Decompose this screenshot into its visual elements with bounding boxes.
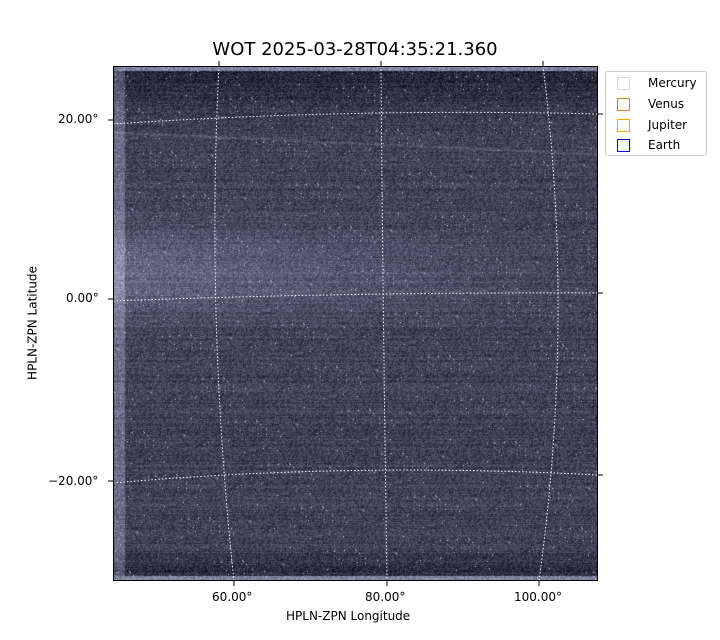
- legend: Mercury Venus Jupiter Earth: [605, 71, 707, 156]
- y-axis-label: HPLN-ZPN Latitude: [25, 266, 40, 380]
- y-tick-label: 20.00°: [58, 112, 99, 126]
- chart-title: WOT 2025-03-28T04:35:21.360: [212, 39, 498, 60]
- gridline-lon: [214, 65, 235, 582]
- gridline-lon: [538, 65, 559, 582]
- legend-item-jupiter: Jupiter: [617, 117, 687, 133]
- legend-label: Jupiter: [648, 118, 688, 132]
- legend-item-earth: Earth: [617, 137, 680, 153]
- legend-swatch: [617, 76, 630, 90]
- legend-item-mercury: Mercury: [617, 75, 697, 91]
- legend-label: Mercury: [648, 76, 697, 90]
- gridline-lat: [112, 469, 599, 484]
- legend-item-venus: Venus: [617, 96, 684, 112]
- y-tick-label: −20.00°: [48, 474, 99, 488]
- legend-label: Venus: [648, 97, 685, 111]
- gridline-lat: [112, 292, 599, 302]
- solar-wind-image: [113, 66, 598, 581]
- plot-frame: [113, 66, 598, 581]
- x-axis-label: HPLN-ZPN Longitude: [286, 609, 411, 623]
- legend-swatch: [617, 97, 630, 111]
- legend-swatch: [617, 118, 630, 132]
- x-tick-label: 80.00°: [365, 590, 406, 604]
- legend-label: Earth: [648, 138, 681, 152]
- legend-swatch: [617, 138, 630, 152]
- x-tick-label: 60.00°: [212, 590, 253, 604]
- gridline-lat: [112, 111, 599, 125]
- x-tick-label: 100.00°: [514, 590, 562, 604]
- gridline-lon: [380, 65, 388, 582]
- y-tick-label: 0.00°: [66, 291, 99, 305]
